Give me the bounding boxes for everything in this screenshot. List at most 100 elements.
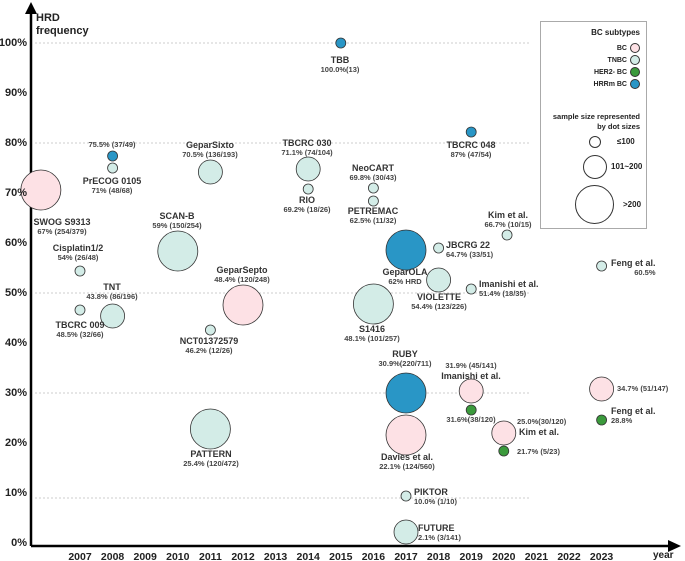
size-medium-icon [583,155,607,179]
point-stat: 51.4% (18/35) [479,289,527,298]
x-tick-label: 2016 [361,551,386,561]
y-tick-label: 70% [4,187,27,199]
bubble-point [385,414,427,456]
bubble-point [498,445,510,457]
point-stat: 46.2% (12/26) [185,346,233,355]
point-stat: 66.7% (10/15) [484,220,532,229]
x-tick-label: 2020 [492,551,516,561]
point-stat: 48.1% (101/257) [344,334,400,343]
bubble-point [433,242,445,254]
bubble-point [385,372,427,414]
point-stat: 100.0%(13) [320,65,360,74]
bubble-point [596,414,607,426]
point-name: SCAN-B [159,211,195,221]
bubble-point [107,150,118,162]
bubble-point [465,404,477,416]
point-label: RIO 69.2% (18/26) [283,195,330,215]
point-stat: 59% (150/254) [152,221,202,230]
point-label: SCAN-B 59% (150/254) [152,211,201,231]
point-label: S1416 48.1% (101/257) [344,324,399,344]
point-label: TBCRC 030 71.1% (74/104) [281,138,332,158]
point-label: 31.9% (45/141) Imanishi et al. [441,361,501,381]
x-tick-label: 2022 [557,551,581,561]
point-name: PrECOG 0105 [82,176,142,186]
legend-item-her2: HER2- BC [594,67,640,77]
size-small-icon [589,136,601,148]
point-name: GeparSixto [185,140,234,150]
point-label: Imanishi et al. 51.4% (18/35) [479,279,539,299]
x-tick-label: 2021 [524,551,549,561]
x-tick-label: 2013 [263,551,288,561]
x-axis-arrow-icon [668,540,681,552]
point-stat: 48.5% (32/66) [56,330,104,339]
legend-label: TNBC [607,56,627,64]
point-label: 21.7% (5/23) [517,447,560,457]
point-name: TBCRC 048 [446,140,496,150]
x-tick-label: 2008 [100,551,125,561]
bubble-point [74,265,86,277]
point-label: TNT 43.8% (86/196) [86,282,137,302]
point-label: JBCRG 22 64.7% (33/51) [446,240,493,260]
y-tick-label: 50% [4,287,27,299]
point-name: GeparOLA [382,267,428,277]
point-name: Kim et al. [519,427,560,437]
size-legend-title: sample size represented by dot sizes [553,112,640,132]
point-name: PATTERN [190,449,232,459]
point-name: TNT [103,282,121,292]
y-tick-label: 60% [4,237,27,249]
bubble-point [367,195,379,207]
point-name: Kim et al. [487,210,528,220]
point-label: PETREMAC 62.5% (11/32) [348,206,399,226]
point-name: Imanishi et al. [479,279,539,289]
x-tick-label: 2014 [296,551,320,561]
point-label: 75.5% (37/49) [88,140,135,150]
point-stat: 31.9% (45/141) [445,361,497,370]
point-name: PETREMAC [347,206,399,216]
bubble-point [458,378,484,404]
bubble-point [222,284,264,326]
point-label: Davies et al. 22.1% (124/560) [379,452,434,472]
point-label: RUBY 30.9%(220/711) [379,349,432,369]
bubble-point [189,408,231,450]
bubble-point [426,267,452,293]
x-tick-label: 2010 [166,551,190,561]
bc-swatch-icon [630,43,640,53]
point-name: Feng et al. [611,258,656,268]
bubble-point [100,303,125,329]
point-label: Feng et al. 60.5% [611,258,656,278]
bubble-point [74,304,86,316]
x-tick-label: 2011 [199,551,222,561]
point-name: RIO [298,195,315,205]
point-name: S1416 [358,324,386,334]
point-name: PIKTOR [414,487,448,497]
point-label: GeparOLA 62% HRD [382,267,427,287]
point-stat: 60.5% [634,268,656,277]
size-label: 101~200 [611,162,643,171]
bubble-point [596,260,607,272]
point-stat: 25.0%(30/120) [517,417,567,426]
bubble-point [204,324,216,336]
bubble-point [335,37,347,49]
point-label: PrECOG 0105 71% (48/68) [83,176,142,196]
point-stat: 69.8% (30/43) [349,173,397,182]
bubble-point [367,182,379,194]
point-name: Feng et al. [611,406,656,416]
x-tick-label: 2015 [329,551,353,561]
point-stat: 21.7% (5/23) [517,447,560,456]
point-name: NeoCART [352,163,394,173]
y-axis-label: HRD frequency [36,12,89,37]
legend-label: BC [616,44,627,52]
point-stat: 75.5% (37/49) [88,140,136,149]
point-stat: 71% (48/68) [91,186,133,195]
bubble-point [157,230,199,272]
point-stat: 25.4% (120/472) [183,459,239,468]
size-label: ≤100 [617,137,635,146]
tnbc-swatch-icon [630,55,640,65]
point-label: Kim et al. 66.7% (10/15) [484,210,531,230]
bubble-point [465,283,477,295]
her2-swatch-icon [630,67,640,77]
point-name: JBCRG 22 [446,240,491,250]
x-tick-label: 2017 [394,551,418,561]
point-label: 31.6%(38/120) [446,415,495,425]
